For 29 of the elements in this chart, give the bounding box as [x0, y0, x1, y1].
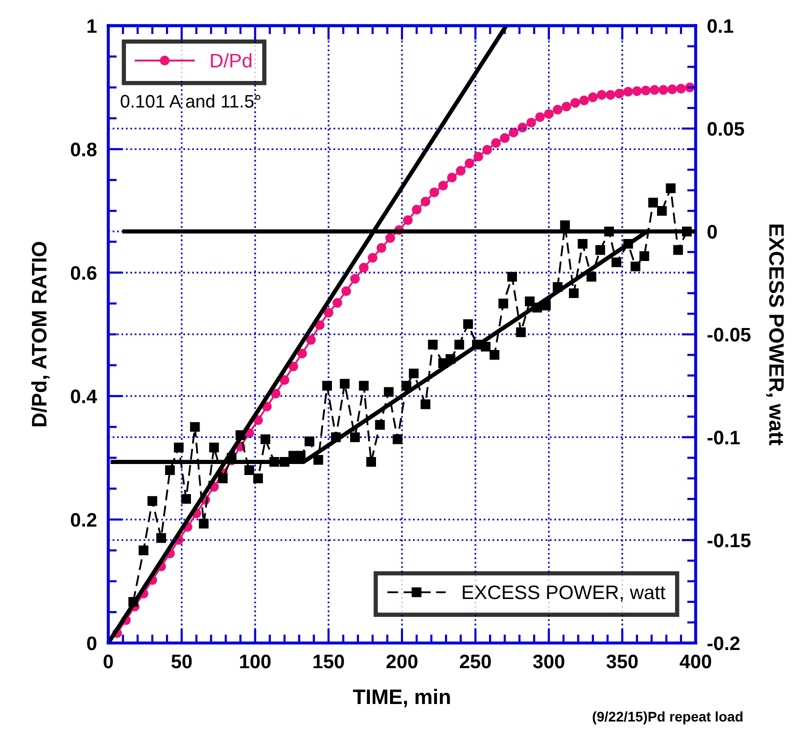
x-tick-label: 50 — [171, 654, 192, 668]
x-tick-label: 400 — [680, 654, 712, 668]
x-tick-label: 150 — [314, 654, 344, 668]
annotation: 0.101 A and 11.5° — [120, 94, 260, 108]
x-tick-label: 300 — [533, 654, 564, 668]
y2-tick-label: -0.15 — [708, 534, 751, 548]
y2-tick-label: 0 — [708, 224, 717, 239]
y2-tick-label: -0.05 — [708, 328, 751, 342]
x-tick-label: 0 — [104, 654, 113, 668]
y-tick-label: 0.2 — [70, 512, 96, 527]
x-tick-label: 250 — [460, 654, 491, 668]
y2-tick-label: 0.05 — [708, 122, 744, 136]
y-tick-label: 0.8 — [70, 142, 97, 156]
legend-label: EXCESS POWER, watt — [462, 585, 666, 602]
text: (9/22/15)Pd repeat load — [592, 711, 742, 724]
y2-tick-label: -0.1 — [708, 430, 740, 444]
y-axis-title: D/Pd, ATOM RATIO — [31, 242, 50, 426]
x-tick-label: 100 — [240, 654, 271, 668]
x-axis-title: TIME, min — [353, 688, 450, 708]
x-tick-label: 350 — [606, 654, 638, 668]
y2-tick-label: -0.2 — [708, 636, 740, 650]
y2-tick-label: 0.1 — [708, 19, 734, 33]
y-tick-label: 1 — [88, 19, 97, 33]
y-tick-label: 0.4 — [70, 390, 98, 404]
y-tick-label: 0.6 — [70, 266, 96, 280]
legend-label: D/Pd — [211, 53, 252, 68]
x-tick-label: 200 — [386, 654, 418, 668]
y-tick-label: 0 — [87, 636, 96, 650]
y2-axis-title: EXCESS POWER, watt — [766, 224, 784, 446]
